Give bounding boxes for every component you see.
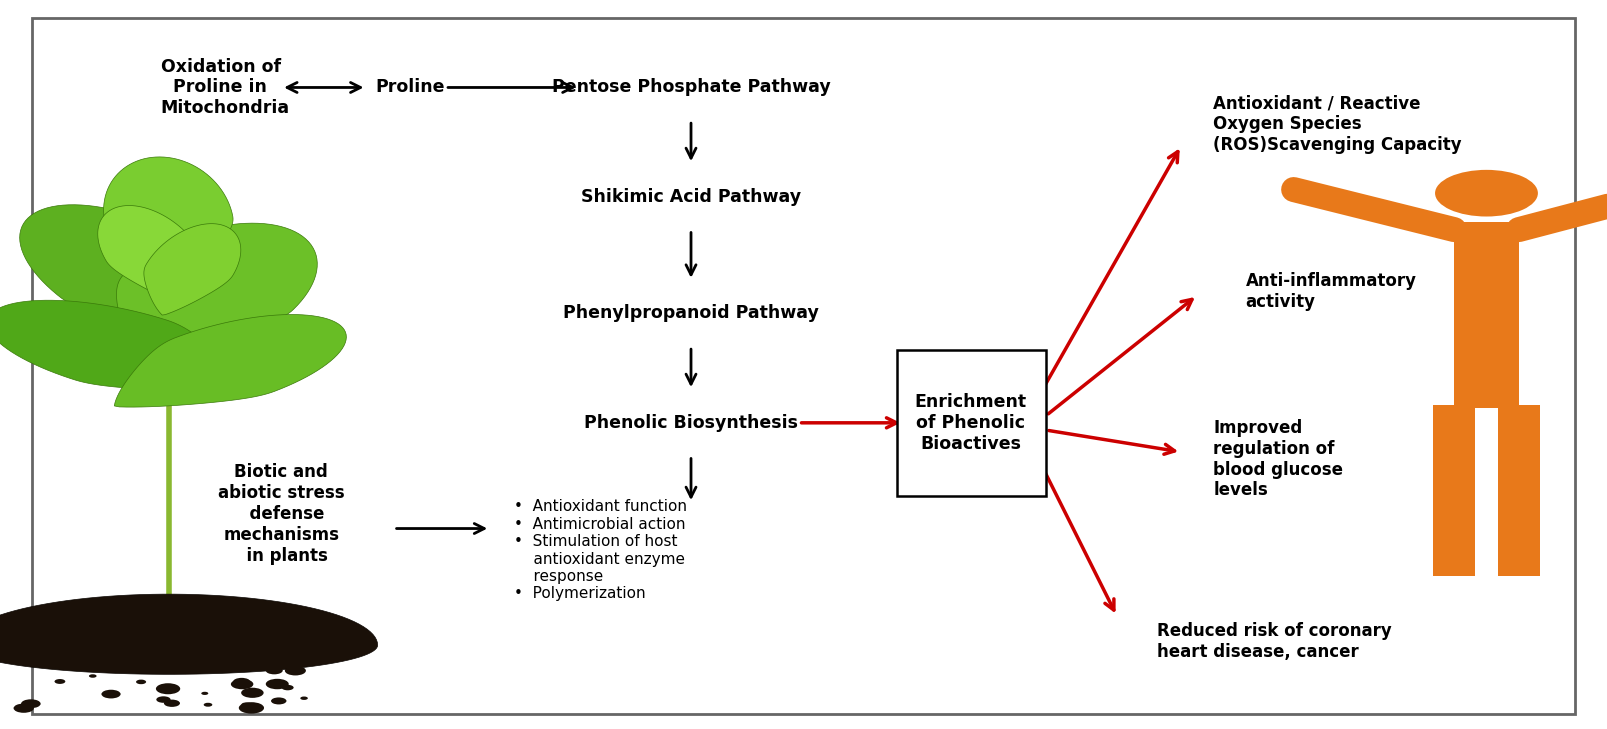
Circle shape <box>204 703 212 706</box>
Circle shape <box>239 702 264 714</box>
Circle shape <box>231 679 254 689</box>
Circle shape <box>268 658 278 662</box>
Polygon shape <box>117 223 317 357</box>
FancyBboxPatch shape <box>1454 222 1519 408</box>
Polygon shape <box>103 157 233 280</box>
Circle shape <box>227 654 241 660</box>
Polygon shape <box>98 206 202 304</box>
Text: Enrichment
of Phenolic
Bioactives: Enrichment of Phenolic Bioactives <box>914 393 1027 453</box>
Polygon shape <box>145 224 241 315</box>
Text: Anti-inflammatory
activity: Anti-inflammatory activity <box>1245 272 1416 311</box>
Circle shape <box>156 696 170 703</box>
Circle shape <box>233 678 251 686</box>
Text: Enrichment
of Phenolic
Bioactives: Enrichment of Phenolic Bioactives <box>914 393 1027 453</box>
Circle shape <box>260 644 273 650</box>
Circle shape <box>301 696 309 700</box>
FancyBboxPatch shape <box>1433 405 1475 576</box>
Circle shape <box>10 655 29 664</box>
Circle shape <box>164 700 180 707</box>
Circle shape <box>246 657 262 664</box>
Text: Proline: Proline <box>374 79 445 96</box>
Text: Phenolic Biosynthesis: Phenolic Biosynthesis <box>583 414 799 432</box>
Text: Phenylpropanoid Pathway: Phenylpropanoid Pathway <box>562 305 820 322</box>
Circle shape <box>241 703 252 707</box>
Text: Reduced risk of coronary
heart disease, cancer: Reduced risk of coronary heart disease, … <box>1157 622 1392 661</box>
Text: Antioxidant / Reactive
Oxygen Species
(ROS)Scavenging Capacity: Antioxidant / Reactive Oxygen Species (R… <box>1213 94 1462 154</box>
Circle shape <box>241 687 264 698</box>
Text: Oxidation of
  Proline in
Mitochondria: Oxidation of Proline in Mitochondria <box>161 58 289 117</box>
Circle shape <box>137 679 146 685</box>
Circle shape <box>55 679 66 684</box>
Polygon shape <box>114 314 347 407</box>
Circle shape <box>272 698 286 704</box>
Text: •  Antioxidant function
•  Antimicrobial action
•  Stimulation of host
    antio: • Antioxidant function • Antimicrobial a… <box>514 499 688 601</box>
Polygon shape <box>19 205 233 346</box>
Circle shape <box>265 666 283 674</box>
Circle shape <box>281 685 294 690</box>
Circle shape <box>265 679 289 689</box>
Circle shape <box>101 690 121 698</box>
Circle shape <box>88 674 96 678</box>
Text: Improved
regulation of
blood glucose
levels: Improved regulation of blood glucose lev… <box>1213 419 1343 499</box>
Text: Pentose Phosphate Pathway: Pentose Phosphate Pathway <box>551 79 831 96</box>
Circle shape <box>21 699 40 708</box>
Circle shape <box>148 656 157 660</box>
Circle shape <box>1435 170 1538 217</box>
Circle shape <box>201 692 209 695</box>
Polygon shape <box>0 594 378 674</box>
FancyBboxPatch shape <box>1498 405 1540 576</box>
Circle shape <box>124 642 148 652</box>
FancyBboxPatch shape <box>32 18 1575 714</box>
Circle shape <box>284 666 305 676</box>
Text: Shikimic Acid Pathway: Shikimic Acid Pathway <box>582 188 800 206</box>
Circle shape <box>194 656 214 665</box>
Circle shape <box>156 683 180 694</box>
Text: Biotic and
abiotic stress
  defense
mechanisms
  in plants: Biotic and abiotic stress defense mechan… <box>219 464 344 564</box>
FancyBboxPatch shape <box>897 350 1046 496</box>
Circle shape <box>13 703 34 713</box>
Polygon shape <box>0 300 244 391</box>
